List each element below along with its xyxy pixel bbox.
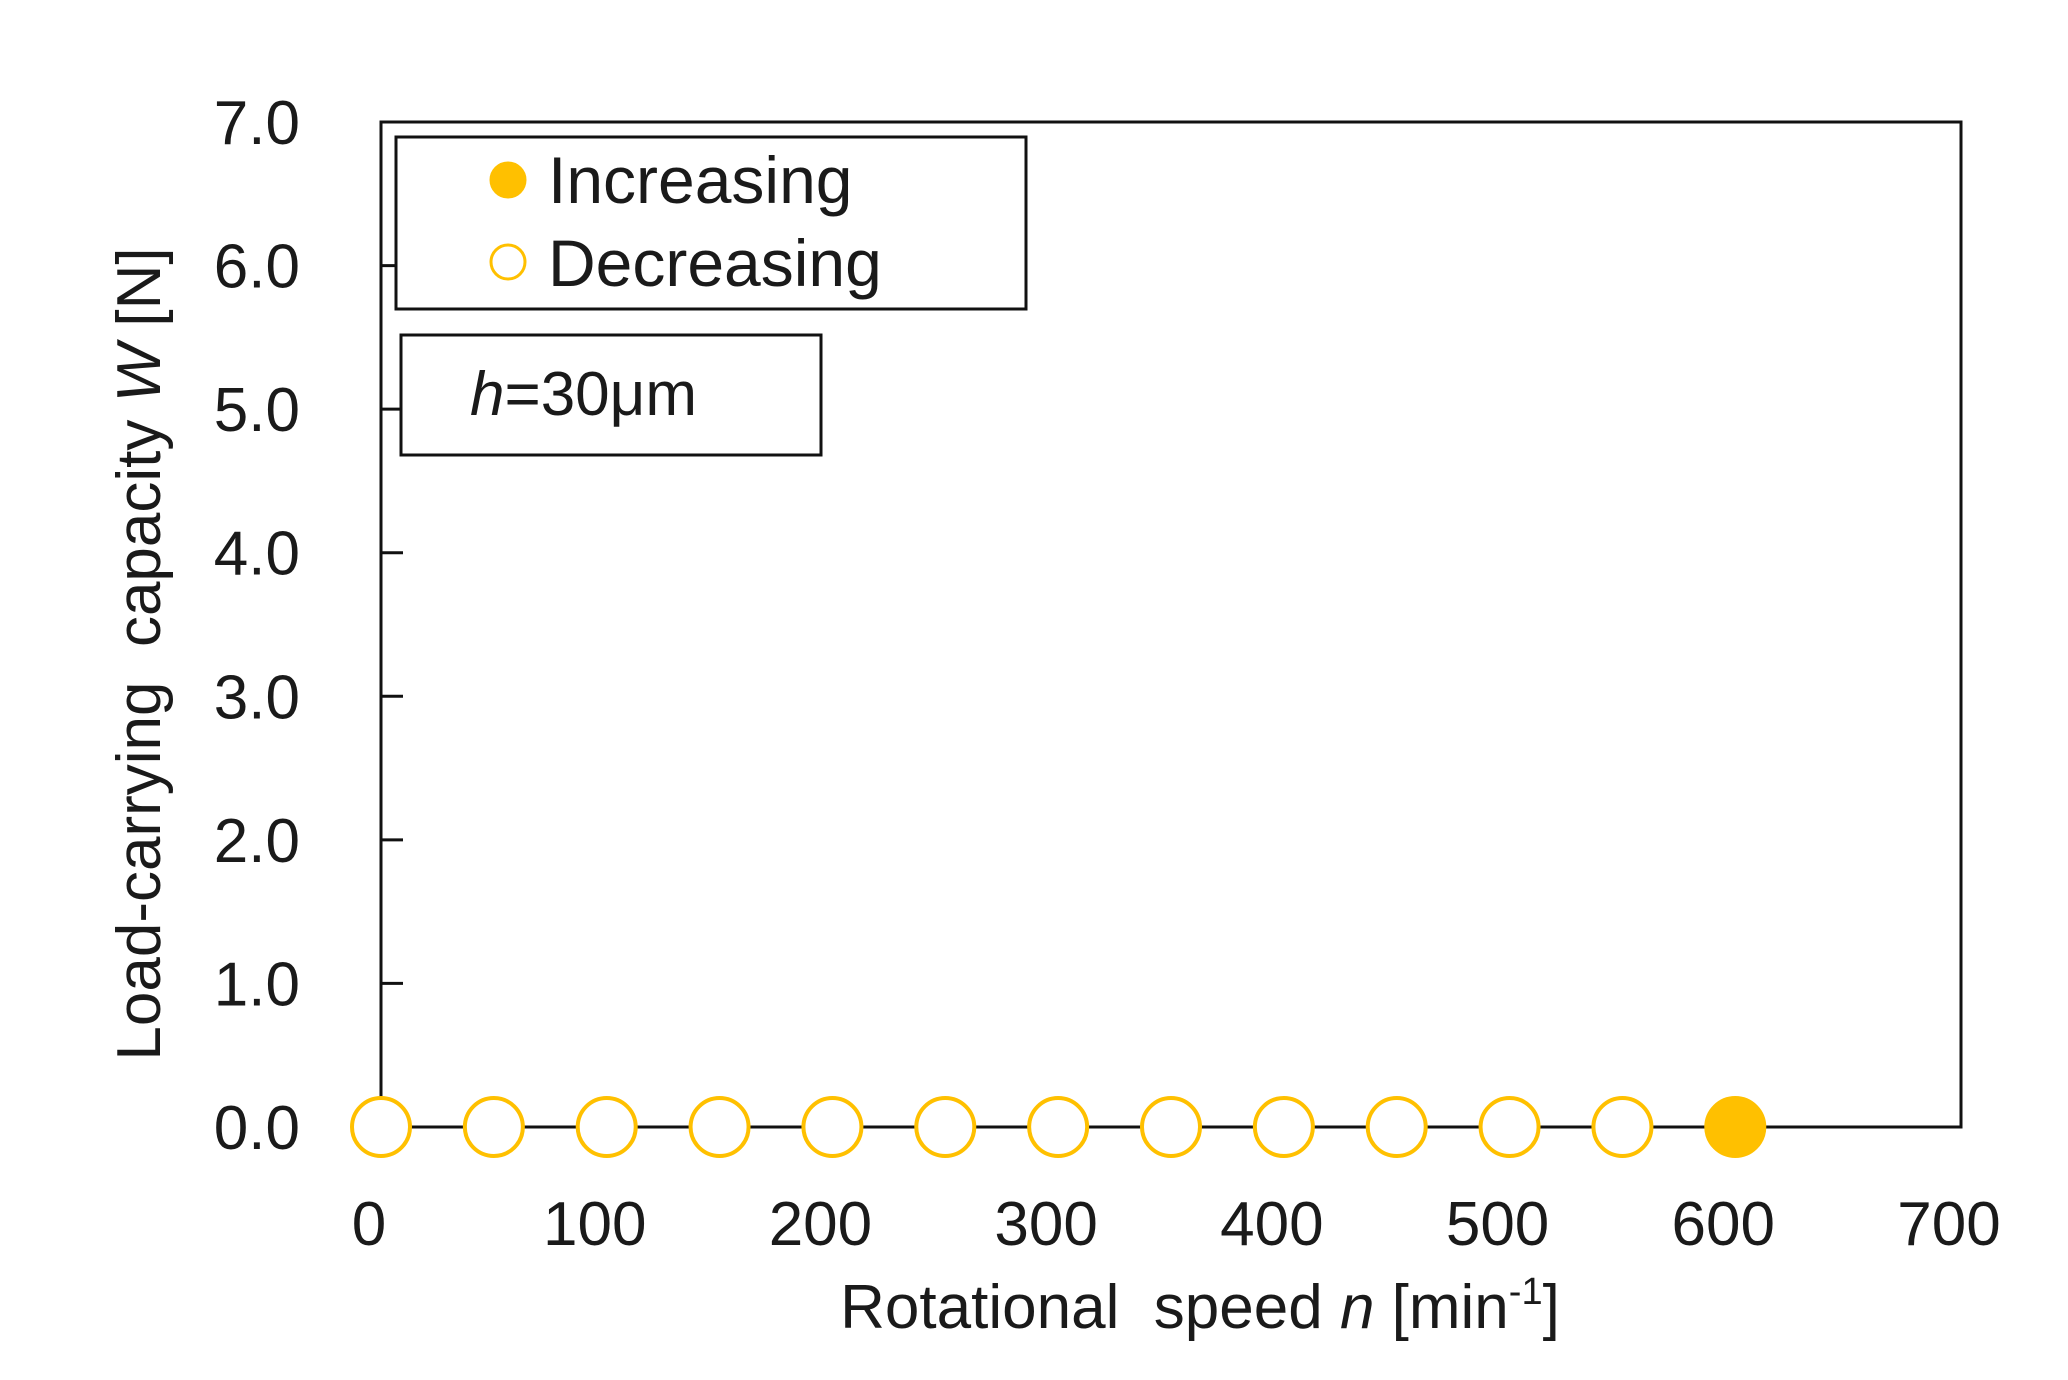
series-layer: [350, 1096, 1767, 1158]
data-point-decreasing: [1252, 1096, 1315, 1158]
data-point-decreasing: [1478, 1096, 1541, 1158]
data-point-decreasing: [575, 1096, 638, 1158]
legend-label-increasing: Increasing: [548, 143, 853, 217]
x-tick-label: 100: [543, 1190, 646, 1259]
x-axis: 0 100 200 300 400 500 600 700: [352, 1190, 2001, 1259]
data-point-increasing: [1704, 1096, 1767, 1158]
x-axis-title-var: n: [1340, 1273, 1374, 1342]
x-tick-label: 200: [769, 1190, 872, 1259]
x-axis-title-text: Rotational speed: [840, 1273, 1340, 1342]
y-tick-label: 0.0: [214, 1094, 300, 1163]
data-point-decreasing: [1591, 1096, 1654, 1158]
legend-marker-decreasing: [489, 243, 527, 281]
y-tick-label: 6.0: [214, 233, 300, 302]
x-axis-title-unit-close: ]: [1543, 1273, 1560, 1342]
annotation-value: =30μm: [504, 360, 697, 429]
legend-label-decreasing: Decreasing: [548, 226, 882, 300]
x-axis-title-unit: [min: [1374, 1273, 1508, 1342]
legend: Increasing Decreasing: [394, 135, 1028, 311]
data-point-decreasing: [350, 1096, 412, 1158]
y-axis-title-unit: [N]: [105, 247, 174, 343]
x-tick-label: 400: [1220, 1190, 1323, 1259]
data-point-decreasing: [462, 1096, 525, 1158]
legend-marker-increasing: [489, 161, 527, 199]
data-point-decreasing: [914, 1096, 977, 1158]
annotation-text: h=30μm: [470, 360, 697, 429]
y-tick-label: 5.0: [214, 376, 300, 445]
annotation-box: [399, 333, 823, 457]
y-tick-label: 1.0: [214, 950, 300, 1019]
data-point-decreasing: [1140, 1096, 1202, 1158]
x-tick-label: 600: [1672, 1190, 1775, 1259]
data-point-decreasing: [801, 1096, 864, 1158]
y-tick-label: 2.0: [214, 807, 300, 876]
y-tick-label: 4.0: [214, 520, 300, 589]
y-axis-title-var: W: [105, 338, 174, 402]
x-tick-label: 300: [994, 1190, 1097, 1259]
x-tick-label: 500: [1446, 1190, 1549, 1259]
x-tick-label: 0: [352, 1190, 386, 1259]
data-point-decreasing: [1027, 1096, 1090, 1158]
y-axis-title: Load-carrying capacity W [N]: [105, 247, 174, 1060]
x-axis-title: Rotational speed n [min-1]: [840, 1271, 1560, 1342]
data-point-decreasing: [688, 1096, 751, 1158]
x-tick-label: 700: [1897, 1190, 2000, 1259]
y-axis-title-text: Load-carrying capacity: [105, 402, 174, 1060]
x-axis-title-unit-sup: -1: [1509, 1271, 1543, 1313]
y-tick-label: 7.0: [214, 89, 300, 158]
y-tick-label: 3.0: [214, 663, 300, 732]
y-axis: 0.0 1.0 2.0 3.0 4.0 5.0 6.0 7.0: [214, 89, 403, 1163]
data-point-decreasing: [1365, 1096, 1428, 1158]
annotation: h=30μm: [399, 333, 823, 457]
annotation-var: h: [470, 360, 504, 429]
